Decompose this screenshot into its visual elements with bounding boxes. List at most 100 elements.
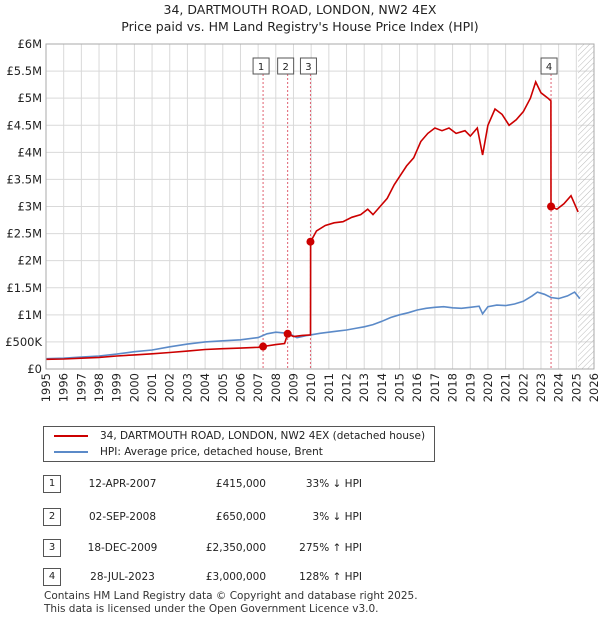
legend-swatch-hpi [54, 451, 88, 453]
future-hatch [578, 44, 594, 369]
transaction-marker-box [299, 57, 317, 75]
y-axis: £0 £500K £1M £1.5M £2M £2.5M £3M £3.5M £4M £4.5M £… [5, 37, 42, 376]
x-tick-label: 2025 [569, 373, 583, 402]
legend-item-property: 34, DARTMOUTH ROAD, LONDON, NW2 4EX (det… [54, 429, 425, 443]
grid [45, 43, 595, 370]
footer-licence: This data is licensed under the Open Gov… [44, 603, 379, 615]
x-tick-label: 1995 [39, 373, 53, 402]
transaction-point [283, 329, 292, 338]
x-tick-label: 2022 [516, 373, 530, 402]
x-tick-label: 1996 [57, 373, 71, 402]
transaction-hpi-diff: 3% ↓ HPI [312, 511, 362, 523]
y-tick-label: £6M [17, 37, 42, 51]
transaction-price: £650,000 [215, 511, 266, 523]
chart-title: 34, DARTMOUTH ROAD, LONDON, NW2 4EX [163, 2, 437, 17]
table-row: 2 02-SEP-2008 £650,000 3% ↓ HPI [0, 508, 600, 531]
transaction-marker-label: 1 [258, 62, 264, 73]
plot-frame [45, 43, 595, 370]
transaction-markers: 1 2 3 4 [252, 57, 558, 75]
legend-item-hpi: HPI: Average price, detached house, Bren… [54, 445, 323, 459]
transaction-hpi-diff: 275% ↑ HPI [299, 542, 362, 554]
transaction-date: 18-DEC-2009 [87, 542, 158, 554]
x-tick-label: 2012 [340, 373, 354, 402]
transaction-date: 12-APR-2007 [88, 478, 157, 490]
transaction-marker-label: 3 [305, 62, 311, 73]
legend-label-hpi: HPI: Average price, detached house, Bren… [100, 446, 323, 458]
x-tick-label: 2021 [499, 373, 513, 402]
x-tick-label: 2017 [428, 373, 442, 402]
transaction-date: 02-SEP-2008 [88, 511, 157, 523]
transaction-hpi-diff: 33% ↓ HPI [305, 478, 362, 490]
x-tick-label: 2023 [534, 373, 548, 402]
footer-copyright: Contains HM Land Registry data © Copyrig… [44, 590, 418, 602]
y-tick-label: £4.5M [6, 118, 42, 132]
x-tick-label: 2014 [375, 373, 389, 402]
x-axis: 1995 1996 1997 1998 1999 2000 2001 2002 2003 2004… [39, 373, 600, 402]
x-tick-label: 2016 [410, 373, 424, 402]
y-tick-label: £5M [17, 91, 42, 105]
y-tick-label: £3.5M [6, 172, 42, 186]
series-lines [45, 79, 581, 361]
y-tick-label: £2M [17, 254, 42, 268]
x-tick-label: 2010 [304, 373, 318, 402]
property-series-line [45, 79, 579, 361]
transaction-price: £2,350,000 [205, 542, 266, 554]
transaction-marker-box [540, 57, 558, 75]
x-tick-label: 2003 [180, 373, 194, 402]
transaction-number: 3 [43, 539, 61, 557]
transaction-point [306, 237, 315, 246]
x-tick-label: 2002 [163, 373, 177, 402]
y-tick-label: £4M [17, 145, 42, 159]
transaction-number: 4 [43, 568, 61, 586]
transaction-marker-box [252, 57, 270, 75]
transaction-price: £3,000,000 [205, 571, 266, 583]
x-tick-label: 1999 [110, 373, 124, 402]
x-tick-label: 2026 [587, 373, 600, 402]
transaction-points [259, 202, 556, 351]
table-row: 1 12-APR-2007 £415,000 33% ↓ HPI [0, 475, 600, 498]
transaction-marker-box [277, 57, 295, 75]
x-tick-label: 2020 [481, 373, 495, 402]
y-tick-label: £1.5M [6, 281, 42, 295]
x-tick-label: 2015 [393, 373, 407, 402]
y-tick-label: £3M [17, 200, 42, 214]
transaction-hpi-diff: 128% ↑ HPI [299, 571, 362, 583]
x-tick-label: 2005 [216, 373, 230, 402]
x-tick-label: 2009 [286, 373, 300, 402]
legend: 34, DARTMOUTH ROAD, LONDON, NW2 4EX (det… [43, 426, 435, 462]
x-tick-label: 2018 [446, 373, 460, 402]
future-hatch-area [578, 44, 594, 369]
transaction-marker-label: 4 [546, 62, 552, 73]
y-tick-label: £0 [27, 362, 42, 376]
x-tick-label: 2001 [145, 373, 159, 402]
legend-swatch-property [54, 435, 88, 437]
transaction-number: 2 [43, 508, 61, 526]
legend-label-property: 34, DARTMOUTH ROAD, LONDON, NW2 4EX (det… [100, 430, 426, 442]
transaction-lines [262, 74, 552, 369]
transaction-date: 28-JUL-2023 [90, 571, 155, 583]
y-tick-label: £2.5M [6, 227, 42, 241]
table-row: 3 18-DEC-2009 £2,350,000 275% ↑ HPI [0, 539, 600, 562]
y-tick-label: £1M [17, 308, 42, 322]
table-row: 4 28-JUL-2023 £3,000,000 128% ↑ HPI [0, 568, 600, 591]
transaction-marker-label: 2 [282, 62, 288, 73]
transaction-number: 1 [43, 475, 61, 493]
y-tick-label: £5.5M [6, 64, 42, 78]
x-tick-label: 2011 [322, 373, 336, 402]
x-tick-label: 2013 [357, 373, 371, 402]
hpi-series-line [45, 291, 581, 360]
chart-subtitle: Price paid vs. HM Land Registry's House … [121, 19, 479, 34]
transaction-point [259, 342, 268, 351]
x-tick-label: 2000 [127, 373, 141, 402]
x-tick-label: 2007 [251, 373, 265, 402]
y-tick-label: £500K [5, 335, 42, 349]
x-tick-label: 1998 [92, 373, 106, 402]
x-tick-label: 2008 [269, 373, 283, 402]
x-tick-label: 1997 [74, 373, 88, 402]
transaction-point [547, 202, 556, 211]
x-tick-label: 2019 [463, 373, 477, 402]
x-tick-label: 2024 [552, 373, 566, 402]
x-tick-label: 2004 [198, 373, 212, 402]
transaction-price: £415,000 [215, 478, 266, 490]
